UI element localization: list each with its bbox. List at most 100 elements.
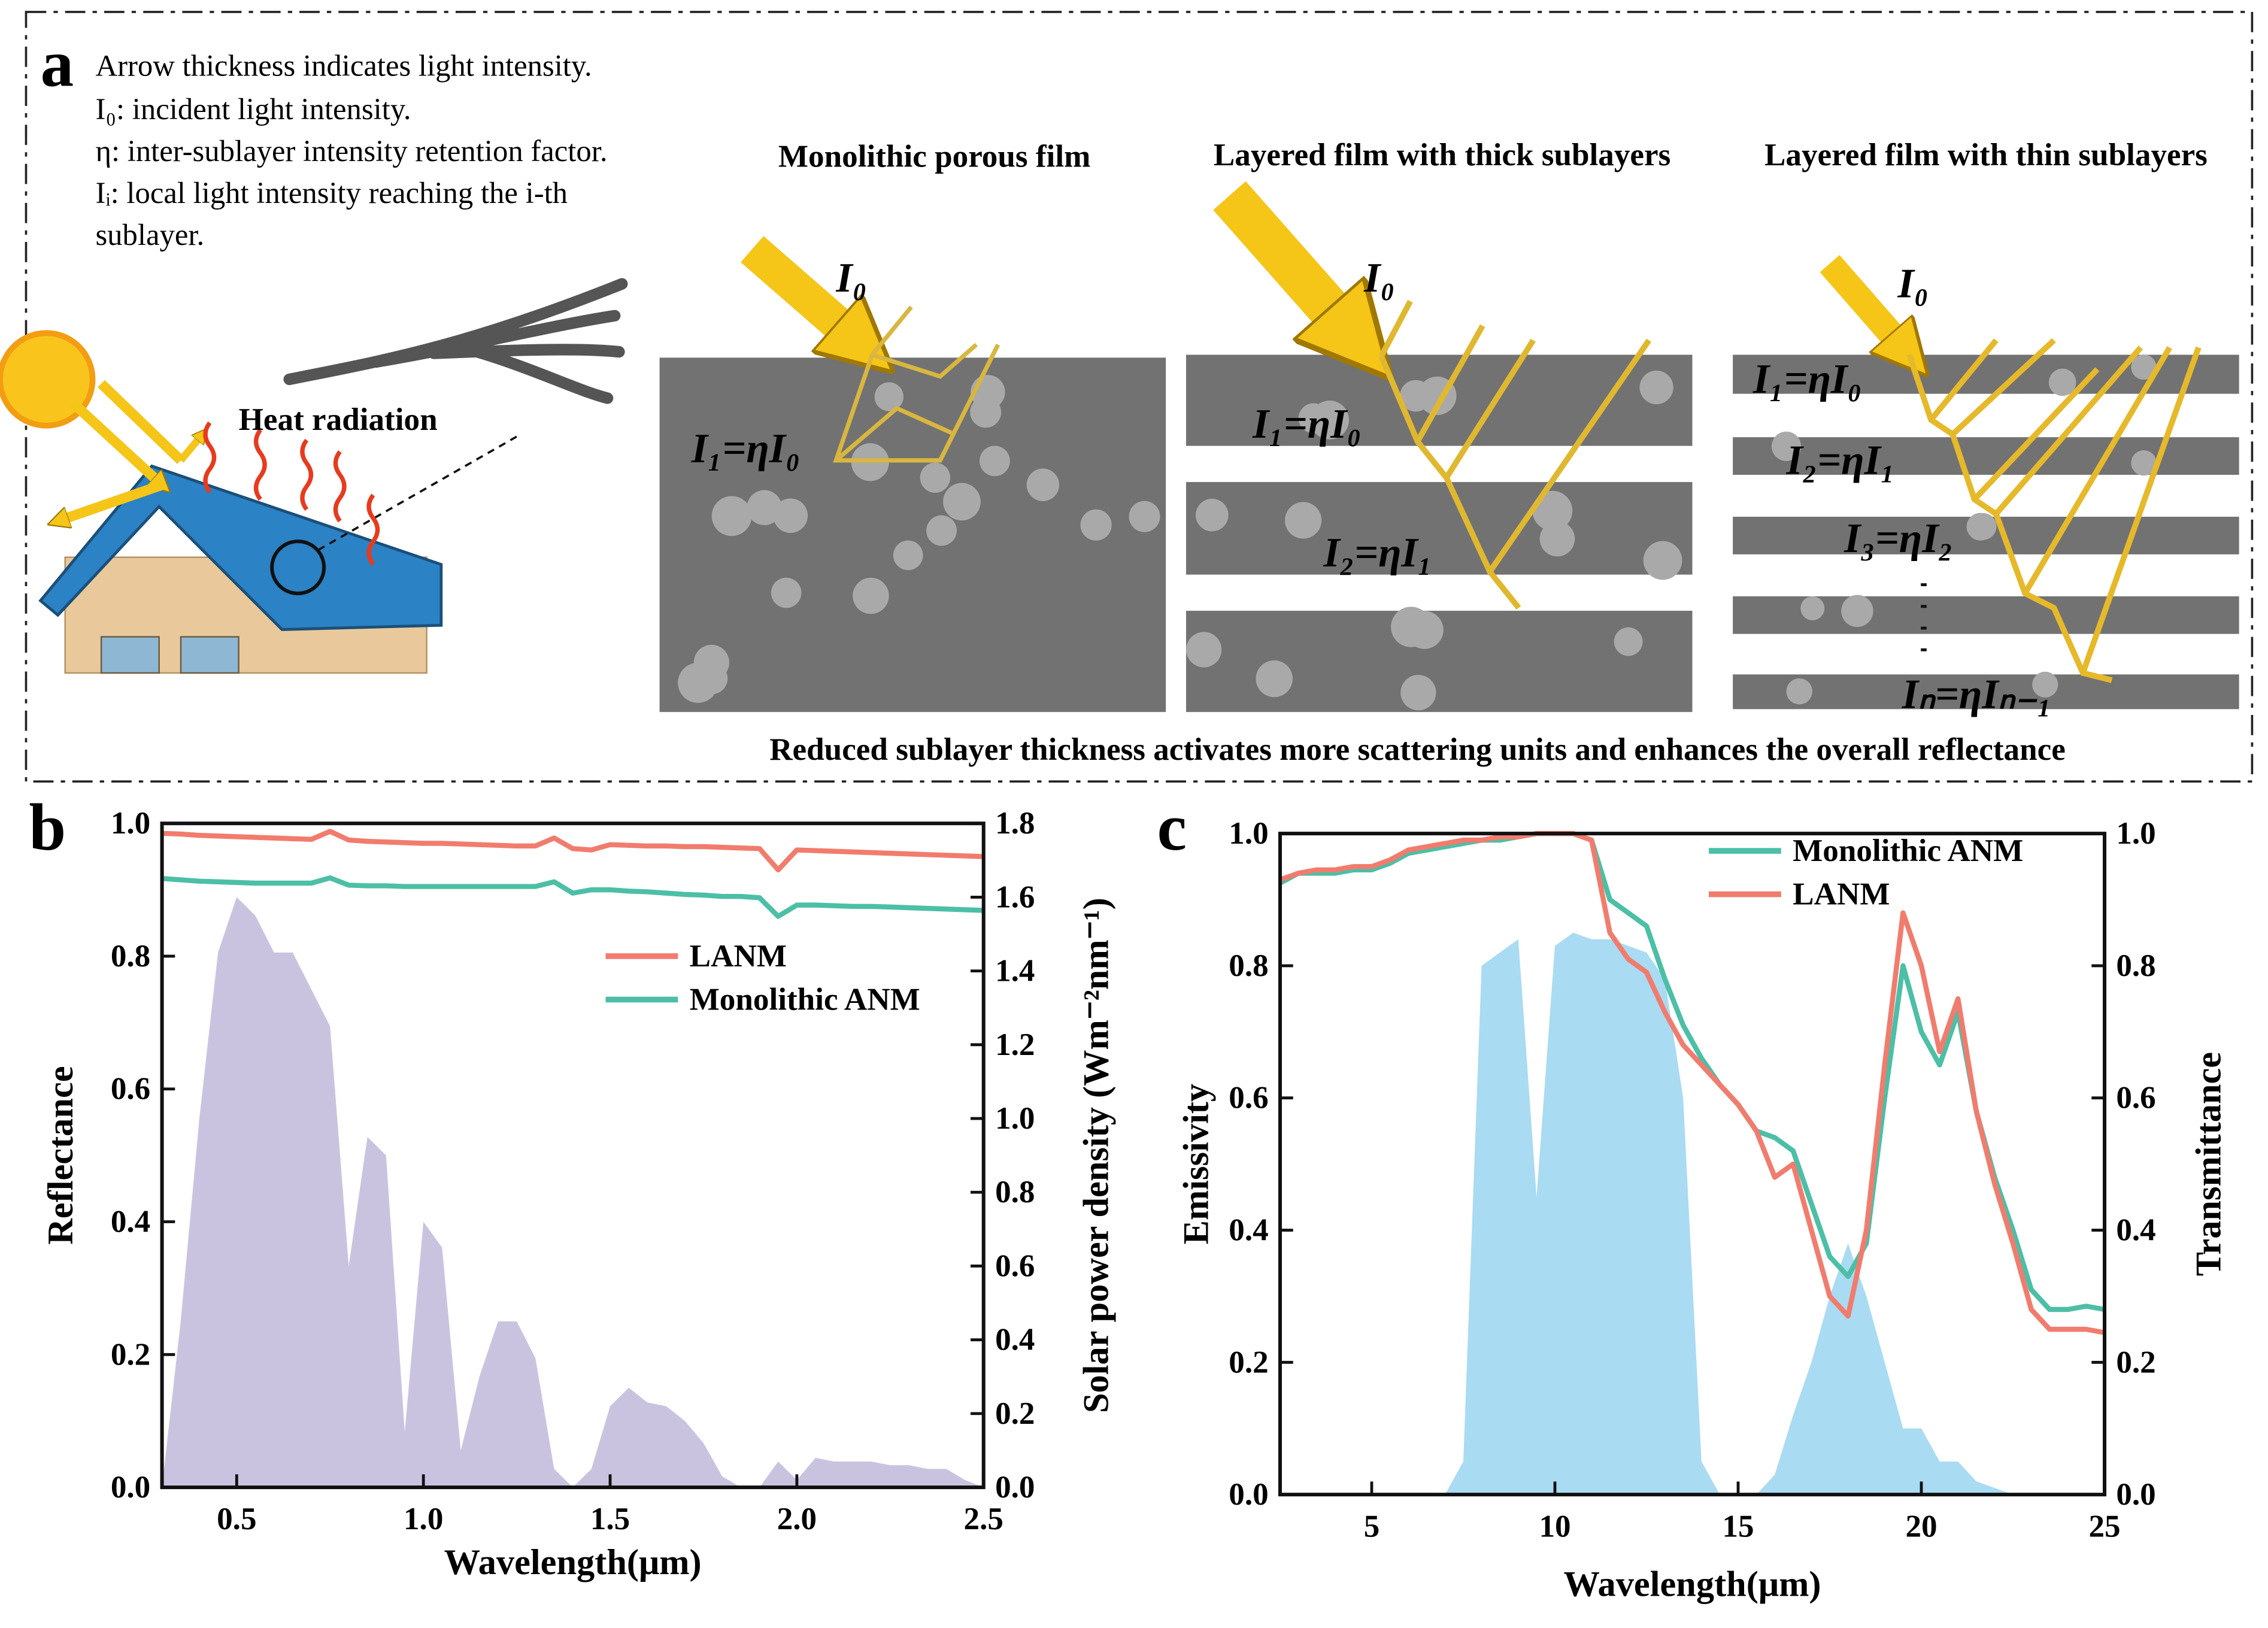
pore <box>1080 509 1112 541</box>
legend-label: LANM <box>1793 877 1890 912</box>
y-axis-title: Emissivity <box>1176 1084 1216 1244</box>
intensity-label: I₂=ηI₁ <box>1323 530 1432 576</box>
film-title: Layered film with thin sublayers <box>1764 138 2208 172</box>
fiber-bundle <box>283 278 628 404</box>
heat-label: Heat radiation <box>239 402 438 437</box>
reflected-ray <box>58 480 164 521</box>
y2-tick-label: 1.6 <box>995 880 1035 914</box>
pore <box>943 483 981 521</box>
y2-tick-label: 0.6 <box>2116 1081 2155 1115</box>
pore <box>711 496 752 536</box>
x-tick-label: 20 <box>1905 1509 1937 1544</box>
pore <box>1400 675 1436 711</box>
sun <box>0 330 96 429</box>
y2-tick-label: 0.8 <box>995 1175 1035 1209</box>
pore <box>2131 450 2157 476</box>
line-series <box>162 875 984 919</box>
y-tick-label: 0.6 <box>111 1072 150 1106</box>
pore <box>926 515 957 546</box>
pore <box>1405 611 1444 649</box>
pore <box>874 382 903 411</box>
y2-tick-label: 1.8 <box>995 806 1035 841</box>
x-tick-label: 10 <box>1539 1509 1570 1544</box>
y2-tick-label: 0.8 <box>2116 948 2155 983</box>
heat-wave <box>203 421 380 566</box>
x-tick-label: 5 <box>1364 1509 1380 1544</box>
sun-ray <box>98 380 184 464</box>
note: sublayer. <box>95 218 204 251</box>
pore <box>2048 368 2076 396</box>
pore <box>1786 678 1812 705</box>
panel-label: c <box>1157 791 1187 865</box>
y2-tick-label: 1.4 <box>995 954 1035 989</box>
pore <box>1256 660 1293 698</box>
x-tick-label: 1.0 <box>404 1502 443 1536</box>
pore <box>2131 354 2157 380</box>
intensity-label: I₀ <box>1897 261 1929 307</box>
y2-tick-label: 1.0 <box>995 1101 1035 1136</box>
intensity-label: I₁=ηI₀ <box>1752 356 1862 402</box>
y-axis-title: Reflectance <box>41 1066 81 1244</box>
legend-label: Monolithic ANM <box>690 982 920 1017</box>
plot-frame <box>1278 832 2107 1497</box>
pore <box>1285 502 1322 539</box>
pore <box>1400 380 1432 412</box>
x-tick-label: 1.5 <box>590 1502 630 1536</box>
scatter-path <box>833 305 1000 463</box>
scatter-path <box>1906 338 2202 683</box>
y2-tick-label: 0.4 <box>2116 1213 2155 1248</box>
pore <box>747 490 782 526</box>
panel-border <box>25 11 2254 783</box>
film-slab <box>1185 482 1693 575</box>
line-series <box>162 829 984 873</box>
note: Arrow thickness indicates light intensit… <box>95 48 592 82</box>
charts: b0.5 1.0 1.5 2.0 2.50.00.20.40.60.81.00.00.2… <box>29 791 2228 1604</box>
sun-ray <box>69 398 162 485</box>
x-tick-label: 15 <box>1722 1509 1754 1544</box>
legend-label: LANM <box>690 939 787 974</box>
y-tick-label: 0.4 <box>1229 1213 1268 1248</box>
y2-tick-label: 1.2 <box>995 1027 1035 1062</box>
intensity-label: I₁=ηI₀ <box>691 426 801 472</box>
pore <box>979 445 1010 477</box>
y2-axis-title: Solar power density (Wm⁻²nm⁻¹) <box>1077 898 1117 1413</box>
incident-arrow <box>1820 254 1909 354</box>
x-tick-label: 2.0 <box>777 1502 817 1536</box>
pore <box>1643 541 1682 580</box>
y-tick-label: 0.0 <box>111 1470 150 1505</box>
pore <box>771 577 802 608</box>
pore <box>2032 671 2058 698</box>
zoom-circle <box>270 539 326 596</box>
note: I₀: incident light intensity. <box>95 92 411 126</box>
y2-tick-label: 0.4 <box>995 1323 1035 1357</box>
pore <box>1771 431 1802 461</box>
film-slab <box>1733 674 2239 710</box>
pore <box>1639 370 1673 405</box>
legend-label: Monolithic ANM <box>1793 833 2023 868</box>
y2-tick-label: 0.6 <box>995 1248 1035 1283</box>
intensity-label: I₀ <box>1363 255 1395 301</box>
y-tick-label: 0.2 <box>111 1337 150 1372</box>
y2-tick-label: 0.2 <box>995 1396 1035 1431</box>
line-series <box>1278 830 2105 1312</box>
y-tick-label: 0.6 <box>1229 1081 1268 1115</box>
intensity-label: I₁=ηI₀ <box>1252 401 1362 447</box>
y2-tick-label: 0.0 <box>995 1470 1035 1505</box>
reflected-ray <box>178 434 202 463</box>
x-tick-label: 2.5 <box>964 1502 1003 1536</box>
scatter-path <box>1378 299 1652 610</box>
films: Monolithic porous film Layered film with… <box>659 138 2239 718</box>
plot-frame <box>160 821 986 1490</box>
y-tick-label: 1.0 <box>111 806 150 841</box>
chart: c5 10 15 20 250.00.20.40.60.81.00.00.20.40.6… <box>1157 791 2229 1604</box>
intensity-label: I₂=ηI₁ <box>1786 437 1896 483</box>
incident-arrow <box>741 236 865 347</box>
pore <box>1026 468 1060 501</box>
y-tick-label: 0.2 <box>1229 1345 1268 1380</box>
y2-tick-label: 0.0 <box>2116 1477 2155 1512</box>
panel-label: b <box>29 791 66 865</box>
window <box>100 636 160 674</box>
pore <box>1532 490 1573 531</box>
